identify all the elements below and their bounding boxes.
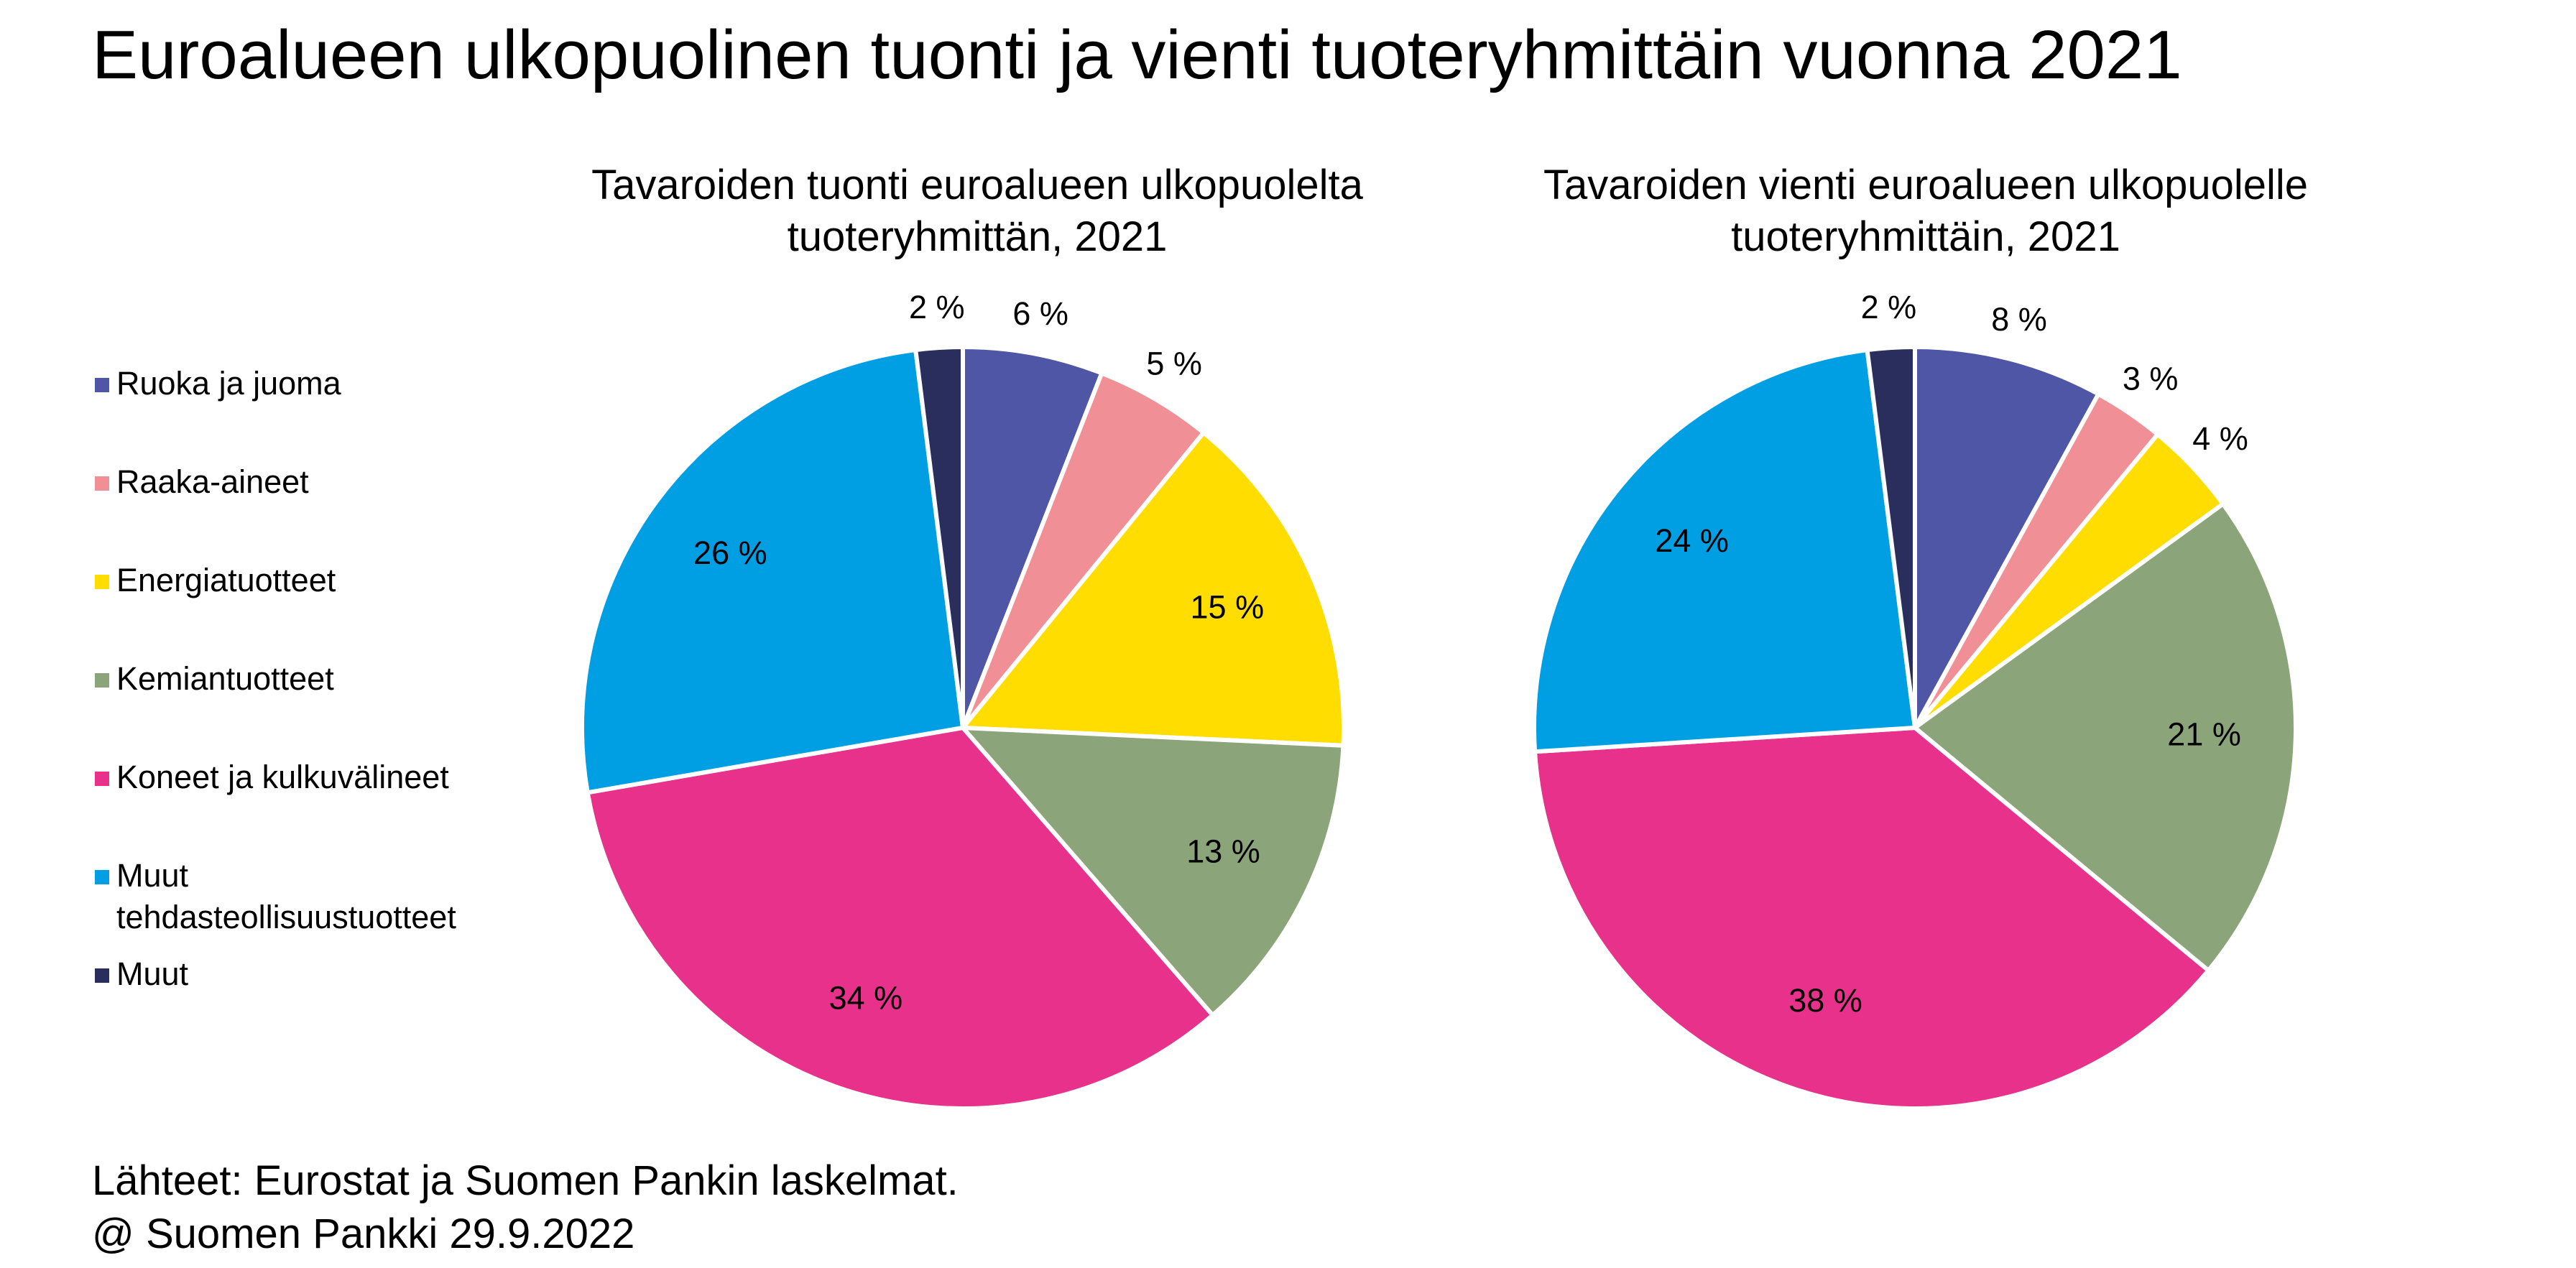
export-chart-title-line-1: Tavaroiden vienti euroalueen ulkopuolell… [1543,162,2309,208]
legend-label-line-2: tehdasteollisuustuotteet [116,899,456,935]
pie-slice [580,347,966,795]
pie-data-label: 26 % [693,534,767,571]
import-chart-title: Tavaroiden tuonti euroalueen ulkopuolelt… [546,159,1408,263]
pie-slice [1865,344,1917,728]
pie-data-label: 6 % [1012,295,1068,332]
legend-label: Koneet ja kulkuvälineet [116,759,449,795]
pie-data-label: 2 % [1861,289,1917,325]
export-chart-title-line-2: tuoteryhmittäin, 2021 [1731,213,2120,260]
pie-data-label: 38 % [1788,982,1862,1019]
pie-data-label: 34 % [829,979,903,1016]
pie-slice [1911,501,2298,974]
pie-data-label: 8 % [1991,301,2047,338]
import-chart-title-line-1: Tavaroiden tuonti euroalueen ulkopuolelt… [591,162,1363,208]
legend-label: Energiatuotteet [116,562,336,598]
import-chart-title-line-2: tuoteryhmittän, 2021 [787,213,1168,260]
export-pie: 8 % 3 % 4 % 21 % 38 % 24 % 2 % [1532,289,2298,1111]
pie-slice [1532,347,1918,754]
pie-slice [958,430,1346,748]
pie-slice [1913,344,2102,729]
pie-data-label: 21 % [2167,716,2241,753]
legend-label: Ruoka ja juoma [116,365,341,402]
import-pie: 6 % 5 % 15 % 13 % 34 % 26 % 2 % [580,289,1346,1111]
pie-slice [913,344,965,728]
copyright-note: @ Suomen Pankki 29.9.2022 [92,1211,635,1257]
main-title: Euroalueen ulkopuolinen tuonti ja vienti… [92,17,2182,93]
legend-label: Kemiantuotteet [116,660,334,697]
pie-data-label: 5 % [1146,346,1202,382]
pie-slice [958,725,1346,1019]
legend-label: Muut [116,955,189,992]
legend-swatch [95,968,109,983]
pie-data-label: 13 % [1186,833,1260,869]
legend-swatch [95,673,109,688]
source-note: Lähteet: Eurostat ja Suomen Pankin laske… [92,1157,959,1204]
pie-data-label: 15 % [1191,589,1265,626]
pie-data-label: 4 % [2192,420,2248,457]
pie-slice [1532,725,2212,1111]
pie-data-label: 3 % [2123,361,2179,397]
legend-swatch [95,378,109,392]
pie-data-label: 2 % [909,289,965,325]
pie-data-label: 24 % [1655,522,1729,559]
legend-swatch [95,772,109,786]
legend-swatch [95,476,109,491]
pie-slice [961,344,1105,729]
legend-swatch [95,870,109,884]
legend-swatch [95,575,109,589]
pie-slice [961,370,1207,729]
legend-label: Raaka-aineet [116,463,309,500]
export-chart-title: Tavaroiden vienti euroalueen ulkopuolell… [1495,159,2357,263]
legend-label-line-1: Muut [116,857,189,894]
pie-slice [585,725,1216,1111]
